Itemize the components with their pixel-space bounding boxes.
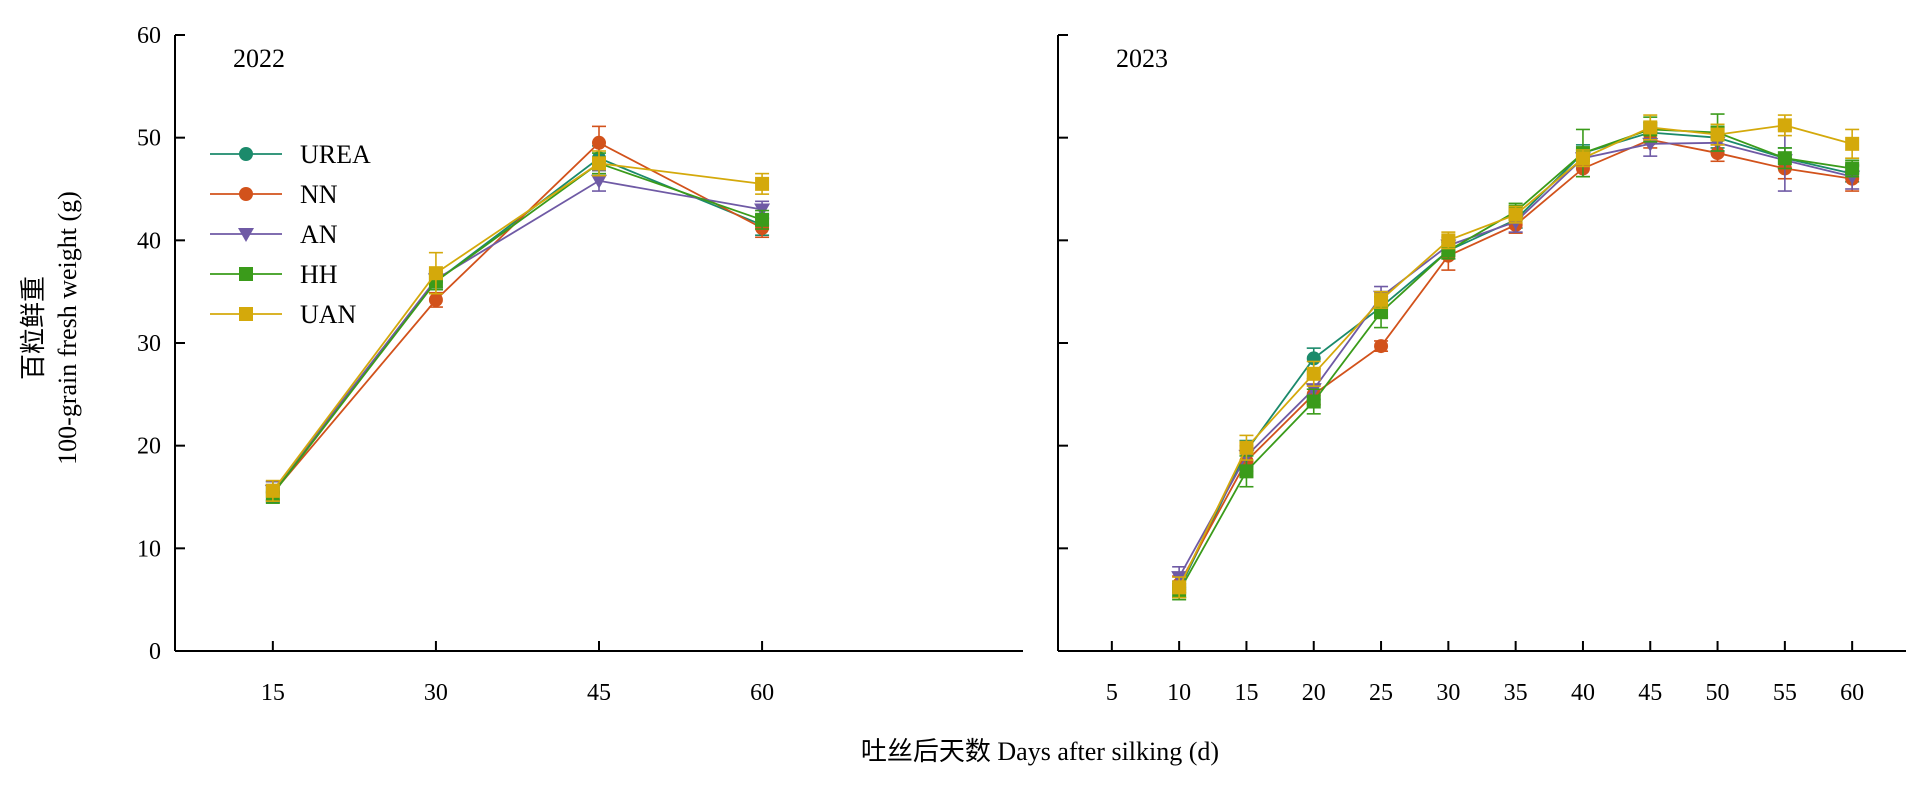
legend-item-an: AN — [210, 220, 338, 249]
panel-2023: 5 10 15 20 25 30 35 40 45 50 55 60 2023 — [1057, 34, 1906, 706]
data-point — [1845, 161, 1860, 176]
x-tick-label: 40 — [1571, 680, 1595, 706]
data-point — [1306, 394, 1321, 409]
x-tick-label: 45 — [587, 680, 611, 706]
series-line — [272, 162, 763, 492]
series-line — [1178, 131, 1853, 590]
data-point — [428, 266, 443, 281]
x-tick-label: 15 — [261, 680, 285, 706]
y-axis-title-cn: 百粒鲜重 — [19, 276, 48, 380]
x-tick-label: 20 — [1302, 680, 1326, 706]
x-tick-label: 35 — [1504, 680, 1528, 706]
y-tick-label: 30 — [137, 331, 161, 357]
panel-2022: 0 10 20 30 40 50 60 15 30 45 60 2022 — [137, 23, 1023, 706]
legend-label: AN — [300, 220, 338, 249]
x-tick-label: 15 — [1234, 680, 1258, 706]
data-point — [592, 135, 606, 150]
x-tick-label: 60 — [1840, 680, 1864, 706]
y-tick-label: 40 — [137, 228, 161, 254]
data-point — [755, 176, 770, 191]
legend-item-uan: UAN — [210, 300, 357, 329]
x-tick-label: 5 — [1106, 680, 1118, 706]
y-tick-label: 10 — [137, 536, 161, 562]
series-urea — [1172, 121, 1860, 599]
data-point — [1575, 151, 1590, 166]
x-tick-label: 30 — [424, 680, 448, 706]
data-point — [1508, 207, 1523, 222]
series-hh — [1172, 113, 1860, 601]
y-tick-label: 0 — [149, 639, 161, 665]
series-line — [1178, 124, 1853, 588]
legend-marker — [239, 147, 253, 161]
data-point — [1777, 151, 1792, 166]
data-point — [755, 212, 770, 227]
data-point — [428, 292, 443, 307]
legend-marker — [238, 228, 254, 242]
x-tick-label: 45 — [1638, 680, 1662, 706]
data-point — [1239, 464, 1254, 479]
data-point — [1239, 440, 1254, 455]
legend-marker — [239, 307, 253, 321]
legend-item-hh: HH — [210, 260, 338, 289]
x-tick-label: 30 — [1436, 680, 1460, 706]
data-point — [1777, 118, 1792, 133]
data-point — [1441, 233, 1456, 248]
data-point — [1172, 580, 1187, 595]
legend-item-urea: UREA — [210, 140, 371, 169]
data-point — [1374, 339, 1389, 354]
legend: UREA NN AN HH UAN — [210, 140, 371, 329]
legend-marker — [239, 267, 253, 281]
data-point — [1710, 127, 1725, 142]
data-point — [591, 174, 607, 189]
data-point — [265, 483, 280, 498]
series-uan — [265, 150, 770, 502]
legend-item-nn: NN — [210, 180, 338, 209]
x-tick-label: 55 — [1773, 680, 1797, 706]
data-point — [592, 156, 606, 171]
legend-label: UAN — [300, 300, 357, 329]
legend-label: NN — [300, 180, 338, 209]
data-point — [1845, 136, 1860, 151]
axes: 0 10 20 30 40 50 60 15 30 45 60 — [137, 23, 1023, 706]
x-tick-label: 60 — [750, 680, 774, 706]
x-tick-label: 50 — [1706, 680, 1730, 706]
series-an — [1171, 128, 1861, 589]
y-axis-title: 100-grain fresh weight (g) — [53, 191, 82, 465]
x-axis-title: 吐丝后天数 Days after silking (d) — [861, 737, 1219, 766]
series-line — [272, 162, 763, 495]
series-uan — [1172, 114, 1860, 599]
series-line — [272, 179, 763, 492]
y-tick-label: 20 — [137, 434, 161, 460]
series-nn — [1172, 130, 1860, 594]
x-tick-label: 10 — [1167, 680, 1191, 706]
data-point — [1306, 366, 1321, 381]
panel-label: 2023 — [1116, 44, 1168, 73]
legend-marker — [239, 187, 253, 201]
data-point — [1643, 120, 1658, 135]
legend-label: UREA — [300, 140, 371, 169]
y-tick-label: 60 — [137, 23, 161, 49]
y-tick-label: 50 — [137, 126, 161, 152]
axes: 5 10 15 20 25 30 35 40 45 50 55 60 — [1057, 34, 1906, 706]
x-tick-label: 25 — [1369, 680, 1393, 706]
data-point — [1374, 292, 1389, 307]
panel-label: 2022 — [233, 44, 285, 73]
data-point — [1710, 146, 1725, 161]
legend-label: HH — [300, 260, 338, 289]
series-line — [1178, 128, 1853, 592]
